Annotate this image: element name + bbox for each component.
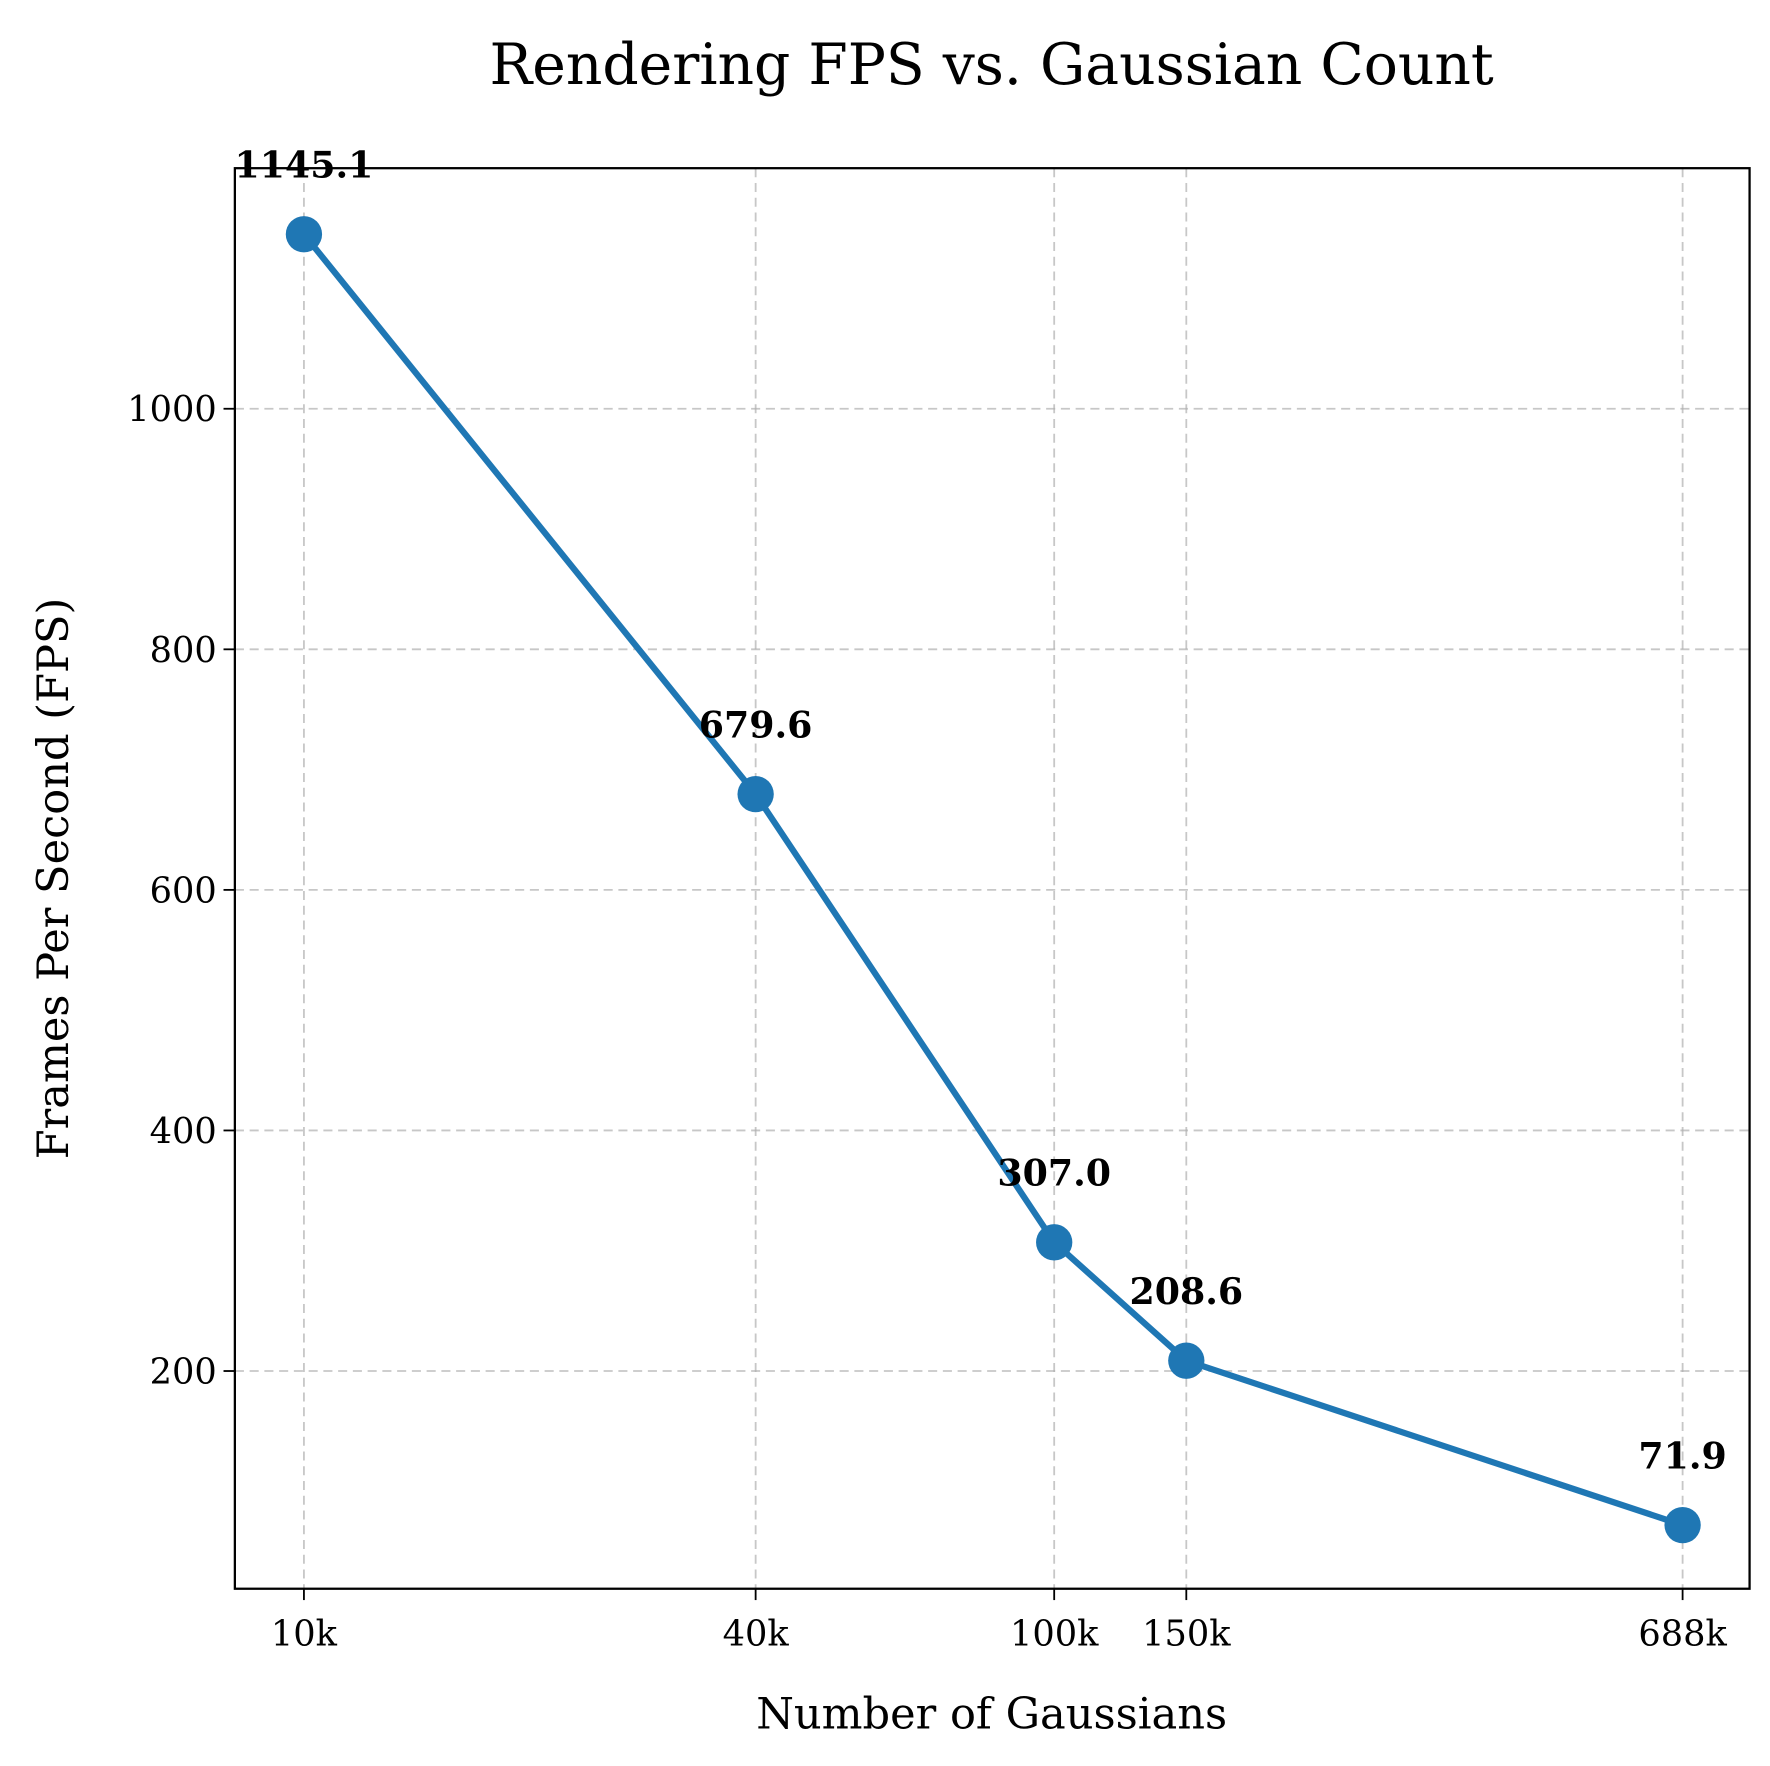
- chart-title: Rendering FPS vs. Gaussian Count: [490, 32, 1494, 98]
- y-tick-label: 1000: [127, 389, 216, 430]
- y-tick-label: 800: [150, 630, 217, 671]
- grid: [234, 168, 1750, 1589]
- y-tick-label: 400: [150, 1111, 217, 1152]
- x-tick-label: 150k: [1142, 1613, 1231, 1654]
- data-point: [285, 216, 323, 253]
- series: 1145.1 679.6 307.0 208.6 71.9: [234, 143, 1727, 1544]
- data-point: [1168, 1342, 1205, 1379]
- y-tick-label: 600: [150, 870, 217, 911]
- y-axis-label: Frames Per Second (FPS): [29, 598, 79, 1160]
- x-tick-label: 688k: [1638, 1613, 1727, 1654]
- data-point: [1664, 1506, 1701, 1544]
- data-label: 71.9: [1638, 1434, 1726, 1477]
- x-tick-label: 40k: [723, 1613, 790, 1654]
- x-tick-label: 10k: [271, 1613, 338, 1654]
- data-label: 679.6: [699, 703, 813, 746]
- data-label: 208.6: [1129, 1270, 1243, 1313]
- y-axis: 200 400 600 800 1000: [127, 389, 235, 1392]
- data-point: [1036, 1224, 1073, 1261]
- plot-frame: [233, 167, 1751, 1590]
- y-tick-label: 200: [150, 1351, 217, 1392]
- x-tick-label: 100k: [1010, 1613, 1099, 1654]
- series-line: [301, 232, 1684, 1529]
- x-axis-label: Number of Gaussians: [756, 1689, 1227, 1739]
- data-label: 1145.1: [234, 143, 373, 186]
- data-label: 307.0: [997, 1152, 1111, 1195]
- data-point: [737, 775, 774, 813]
- x-axis: 10k 40k 100k 150k 688k: [271, 1588, 1728, 1654]
